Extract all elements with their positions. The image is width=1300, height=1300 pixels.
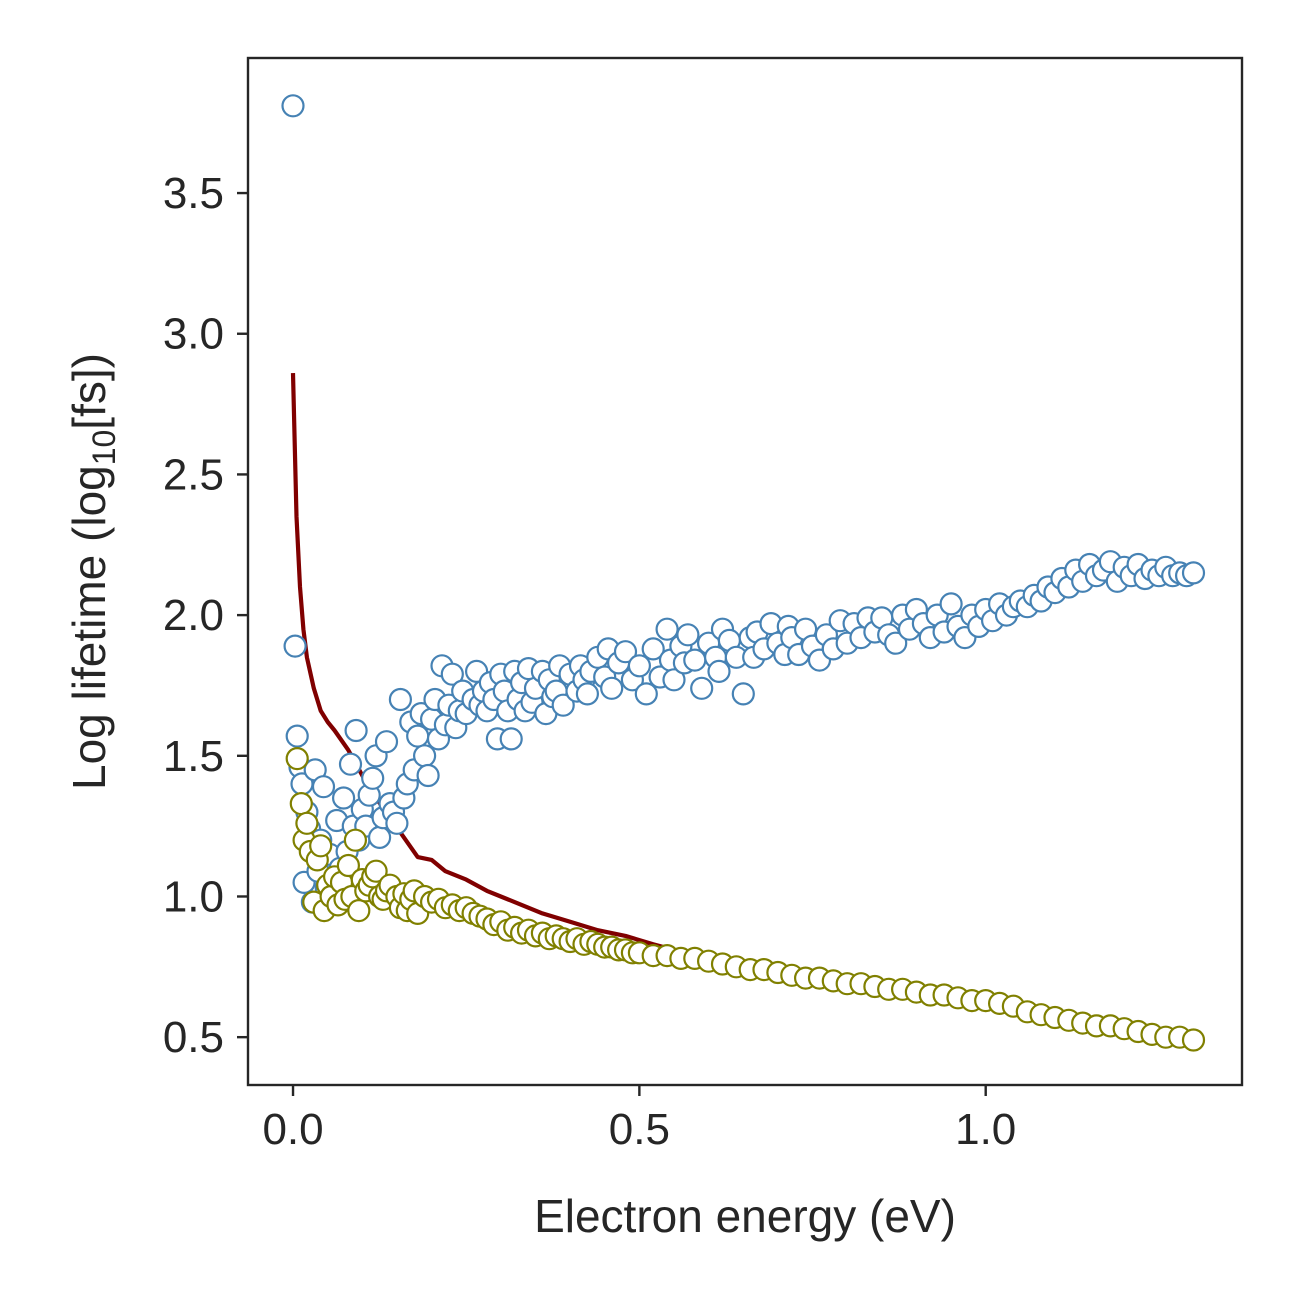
scatter-point (600, 676, 624, 700)
scatter-point (343, 828, 367, 852)
y-tick-label: 1.5 (163, 732, 224, 781)
scatter-point (575, 682, 600, 706)
scatter-point (690, 676, 714, 700)
x-axis-label: Electron energy (eV) (534, 1190, 956, 1242)
scatter-point (499, 727, 523, 751)
plot-frame (246, 56, 1244, 1087)
scatter-point (655, 617, 679, 641)
scatter-point (361, 766, 385, 790)
scatter-point (551, 693, 575, 717)
x-tick-label: 0.0 (262, 1105, 323, 1154)
scatter-point (627, 654, 652, 678)
axis-ticks: 0.0 0.5 1.0 0.5 1.0 1.5 2.0 2.5 3.0 3.5 (163, 169, 1016, 1154)
series-line (290, 373, 675, 952)
y-axis-label-suffix: [fs]) (63, 353, 115, 430)
y-tick-label: 3.5 (163, 169, 224, 218)
scatter-point (613, 640, 638, 664)
scatter-point (283, 634, 307, 658)
scatter-point (939, 592, 963, 616)
scatter-point (662, 668, 686, 692)
scatter-point (1181, 561, 1206, 585)
scatter-point (285, 746, 309, 771)
y-tick-label: 0.5 (163, 1013, 224, 1062)
scatter-point (347, 898, 371, 923)
scatter-point (731, 682, 755, 706)
plot-marks (281, 94, 1206, 1052)
y-tick-label: 2.0 (163, 591, 224, 640)
scatter-point (311, 775, 336, 799)
scatter-point (884, 631, 908, 655)
y-tick-label: 1.0 (163, 872, 224, 921)
y-axis-label-subscript: 10 (86, 430, 122, 466)
scatter-point (388, 687, 412, 712)
scatter-point (309, 834, 333, 858)
scatter-point (641, 637, 665, 661)
y-tick-label: 3.0 (163, 310, 224, 359)
scatter-point (368, 825, 392, 850)
scatter-point (364, 859, 388, 883)
x-tick-label: 1.0 (955, 1105, 1016, 1154)
scatter-point (285, 724, 309, 748)
scatter-point (374, 730, 399, 754)
scatter-point (289, 791, 313, 816)
scatter-point (281, 94, 305, 118)
scatter-point (676, 623, 700, 647)
scatter-point (338, 752, 363, 776)
y-axis-label-prefix: Log lifetime (log (63, 465, 115, 790)
scatter-point (440, 662, 464, 686)
scatter-point (385, 811, 409, 835)
scatter-point (707, 659, 731, 684)
scatter-point (295, 811, 319, 835)
y-axis-label: Log lifetime (log10[fs]) (63, 353, 122, 790)
scatter-point (1181, 1028, 1206, 1052)
scatter-point (344, 718, 368, 743)
scatter-point (332, 786, 356, 810)
scatter-point (336, 853, 360, 878)
y-tick-label: 2.5 (163, 450, 224, 499)
scatter-point (416, 763, 440, 788)
x-tick-label: 0.5 (609, 1105, 670, 1154)
scatter-point (634, 682, 658, 706)
